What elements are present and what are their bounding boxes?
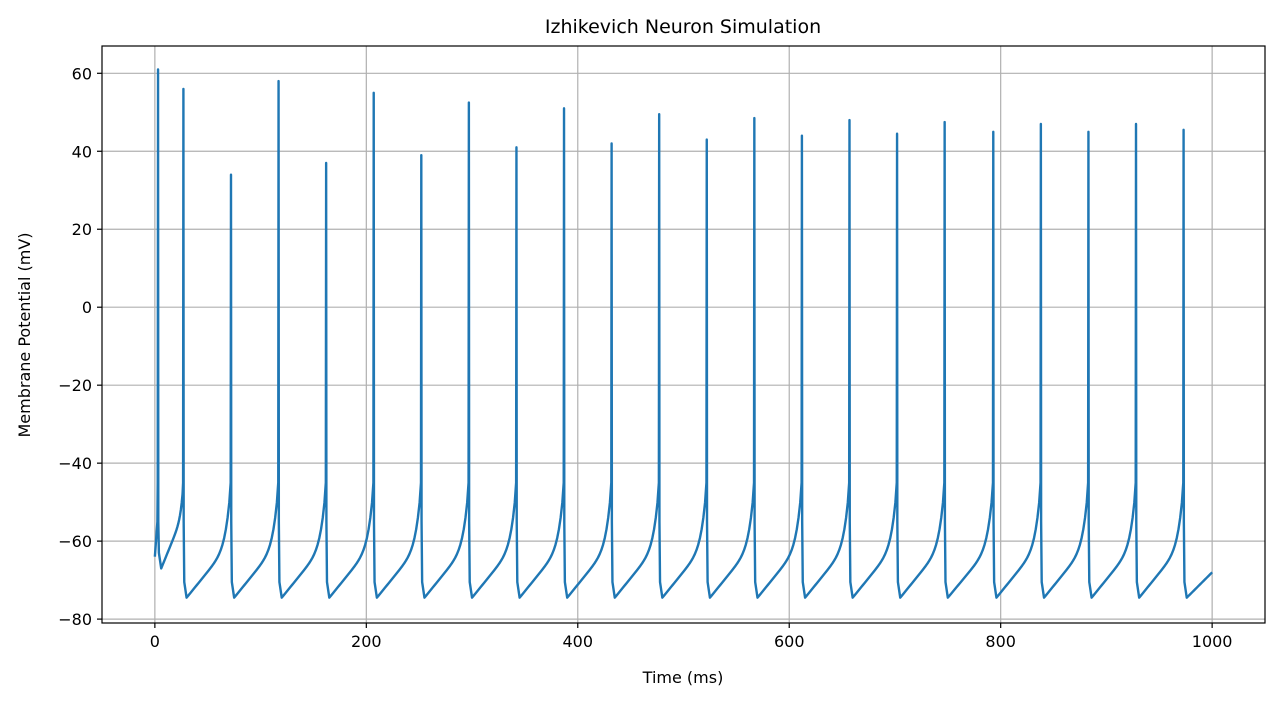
x-tick-label: 400 (562, 632, 593, 651)
y-tick-label: −60 (58, 532, 92, 551)
x-tick-label: 200 (351, 632, 382, 651)
y-tick-label: −80 (58, 610, 92, 629)
x-tick-label: 800 (985, 632, 1016, 651)
y-tick-label: −20 (58, 376, 92, 395)
y-tick-label: 20 (72, 220, 92, 239)
grid-lines (102, 46, 1265, 623)
x-tick-label: 0 (150, 632, 160, 651)
axis-ticks: 0 200 400 600 800 1000 −80 −60 −40 −20 0 20 40 60 (58, 64, 1232, 651)
x-tick-label: 1000 (1192, 632, 1233, 651)
y-tick-label: 0 (82, 298, 92, 317)
membrane-potential-line (153, 68, 1213, 599)
y-tick-label: 40 (72, 142, 92, 161)
plot-frame (101, 45, 1266, 624)
y-axis-label: Membrane Potential (mV) (15, 232, 34, 437)
plot-area (153, 68, 1213, 599)
y-tick-label: 60 (72, 64, 92, 83)
y-tick-label: −40 (58, 454, 92, 473)
chart-title: Izhikevich Neuron Simulation (545, 16, 821, 38)
x-axis-label: Time (ms) (642, 668, 724, 687)
x-tick-label: 600 (774, 632, 805, 651)
